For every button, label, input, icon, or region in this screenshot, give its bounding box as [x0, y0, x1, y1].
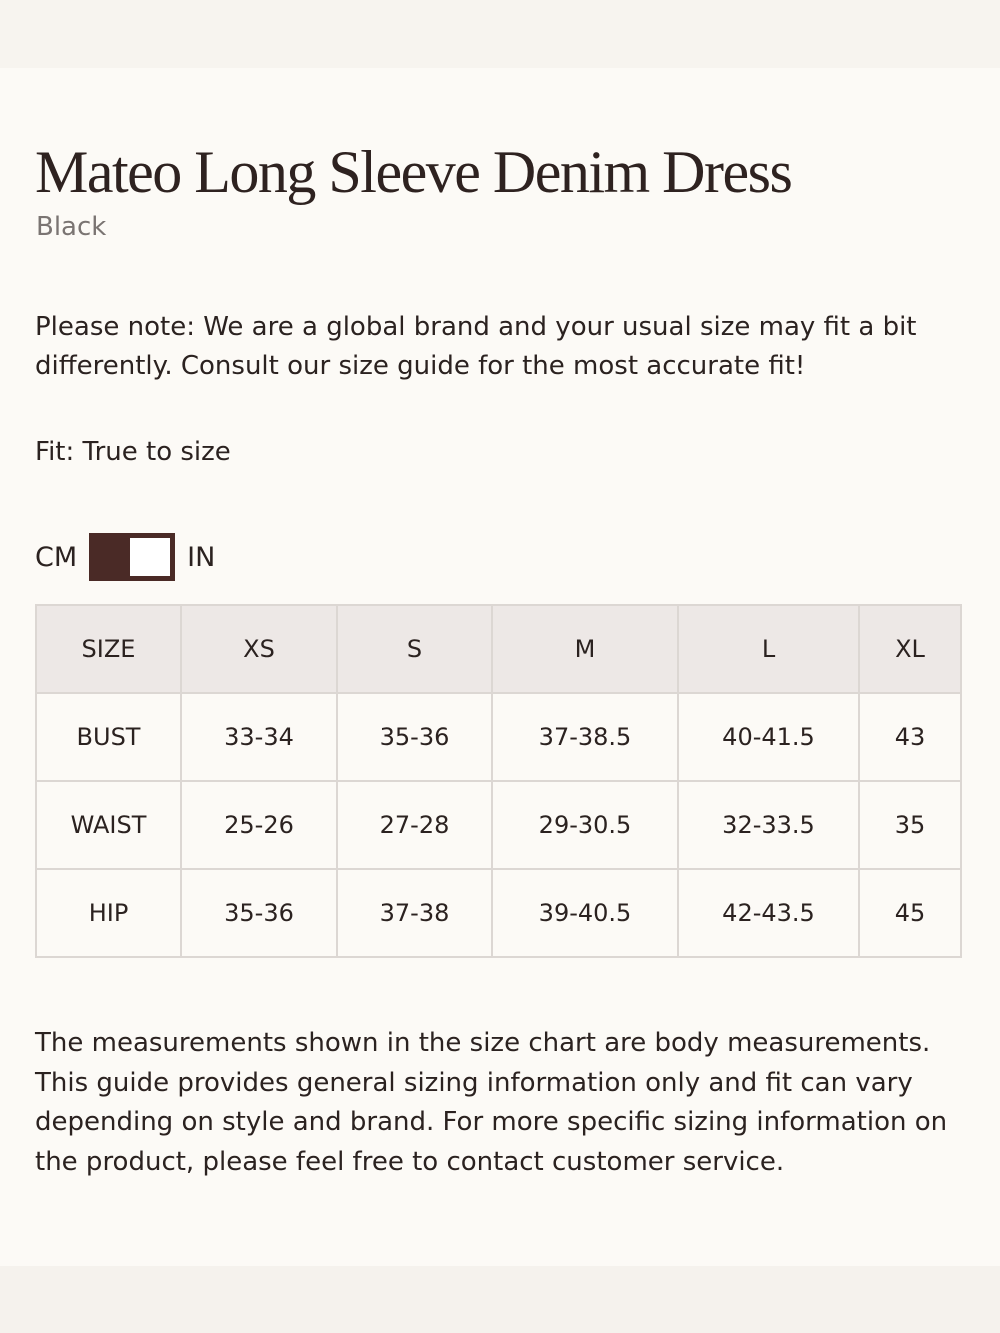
header-cell: SIZE	[35, 604, 182, 694]
table-cell: 37-38	[336, 868, 493, 958]
table-cell: 32-33.5	[677, 780, 860, 870]
size-note: Please note: We are a global brand and y…	[35, 312, 917, 381]
size-disclaimer: The measurements shown in the size chart…	[35, 1028, 948, 1177]
header-cell: L	[677, 604, 860, 694]
unit-label[interactable]: CM	[35, 541, 78, 573]
table-cell: 27-28	[336, 780, 493, 870]
header-cell: XL	[858, 604, 962, 694]
row-label: HIP	[35, 868, 182, 958]
table-cell: 42-43.5	[677, 868, 860, 958]
bottom-band	[0, 1266, 1000, 1333]
unit-toggle[interactable]	[89, 533, 176, 581]
table-cell: 33-34	[180, 692, 338, 782]
table-row: HIP 35-36 37-38 39-40.5 42-43.5 45	[35, 868, 962, 958]
table-cell: 35-36	[336, 692, 493, 782]
top-band	[0, 0, 1000, 68]
table-cell: 35	[858, 780, 962, 870]
table-cell: 43	[858, 692, 962, 782]
header-cell: XS	[180, 604, 338, 694]
header-cell: S	[336, 604, 493, 694]
table-cell: 40-41.5	[677, 692, 860, 782]
product-title: Mateo Long Sleeve Denim Dress	[35, 139, 793, 205]
unit-label[interactable]: IN	[187, 541, 216, 573]
row-label: WAIST	[35, 780, 182, 870]
table-cell: 29-30.5	[491, 780, 679, 870]
header-cell: M	[491, 604, 679, 694]
unit-switch: CM IN	[35, 533, 215, 581]
table-cell: 37-38.5	[491, 692, 679, 782]
table-cell: 25-26	[180, 780, 338, 870]
header-row: SIZE XS S M L XL	[35, 604, 962, 694]
table-cell: 35-36	[180, 868, 338, 958]
product-color: Black	[36, 212, 107, 242]
toggle-knob	[130, 538, 171, 576]
size-table: SIZE XS S M L XL BUST 33-34 35-36 37-38.5 40-41.5…	[35, 604, 962, 958]
table-row: WAIST 25-26 27-28 29-30.5 32-33.5 35	[35, 780, 962, 870]
fit-info: Fit: True to size	[35, 437, 231, 467]
table-cell: 39-40.5	[491, 868, 679, 958]
row-label: BUST	[35, 692, 182, 782]
table-row: BUST 33-34 35-36 37-38.5 40-41.5 43	[35, 692, 962, 782]
table-cell: 45	[858, 868, 962, 958]
